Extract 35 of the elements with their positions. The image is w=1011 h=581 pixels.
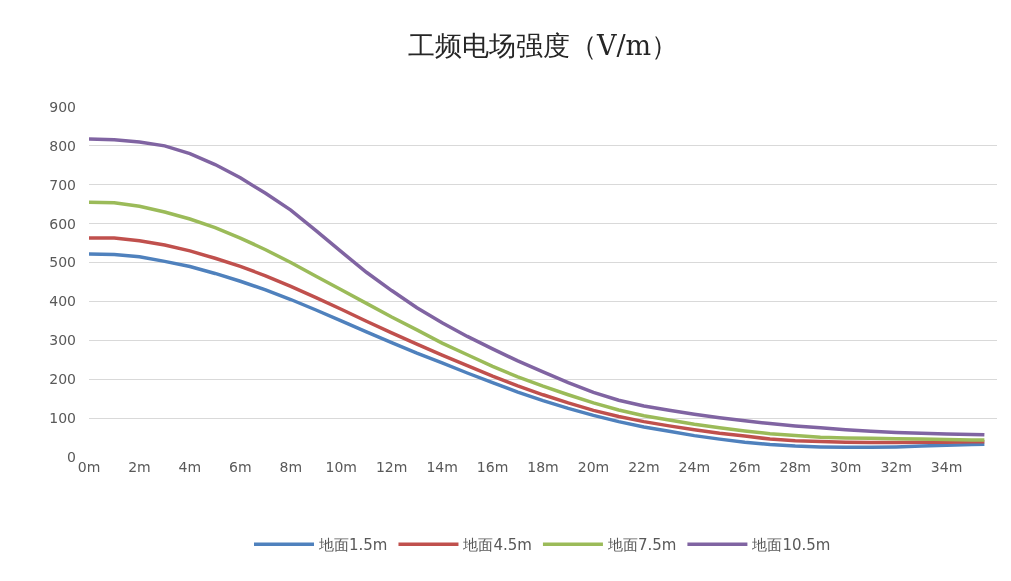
y-tick-label: 800 [49,137,76,154]
x-tick-label: 18m [527,459,559,475]
y-tick-label: 300 [49,332,76,349]
line-series [89,200,987,442]
legend-label: 地面4.5m [462,536,532,555]
x-tick-label: 6m [229,459,252,475]
x-tick-label: 8m [279,459,303,475]
x-tick-label: 30m [829,459,862,475]
chart-title: 工频电场强度（V/m） [407,29,679,61]
y-tick-label: 900 [49,98,76,115]
legend-label: 地面10.5m [751,536,831,555]
y-tick-label: 400 [49,293,76,310]
x-tick-label: 0m [77,459,101,475]
y-tick-label: 0 [67,448,76,465]
x-tick-label: 16m [476,459,509,475]
y-tick-label: 200 [49,371,76,388]
x-tick-label: 22m [628,459,660,475]
y-tick-label: 100 [49,410,76,427]
x-tick-label: 12m [375,459,408,475]
y-tick-label: 700 [49,176,76,193]
legend-label: 地面1.5m [318,536,388,555]
x-tick-label: 24m [678,459,711,475]
x-tick-label: 2m [128,459,151,475]
x-tick-label: 32m [880,459,912,475]
x-tick-label: 4m [178,459,202,475]
legend-label: 地面7.5m [606,536,677,555]
y-tick-label: 500 [49,254,76,271]
x-tick-label: 10m [325,459,357,475]
x-tick-label: 20m [577,459,610,475]
line-series [89,137,987,437]
y-tick-label: 600 [49,215,76,232]
x-tick-label: 14m [426,459,458,475]
x-tick-label: 34m [930,459,963,475]
x-tick-label: 26m [729,459,761,475]
x-tick-label: 28m [779,459,811,475]
